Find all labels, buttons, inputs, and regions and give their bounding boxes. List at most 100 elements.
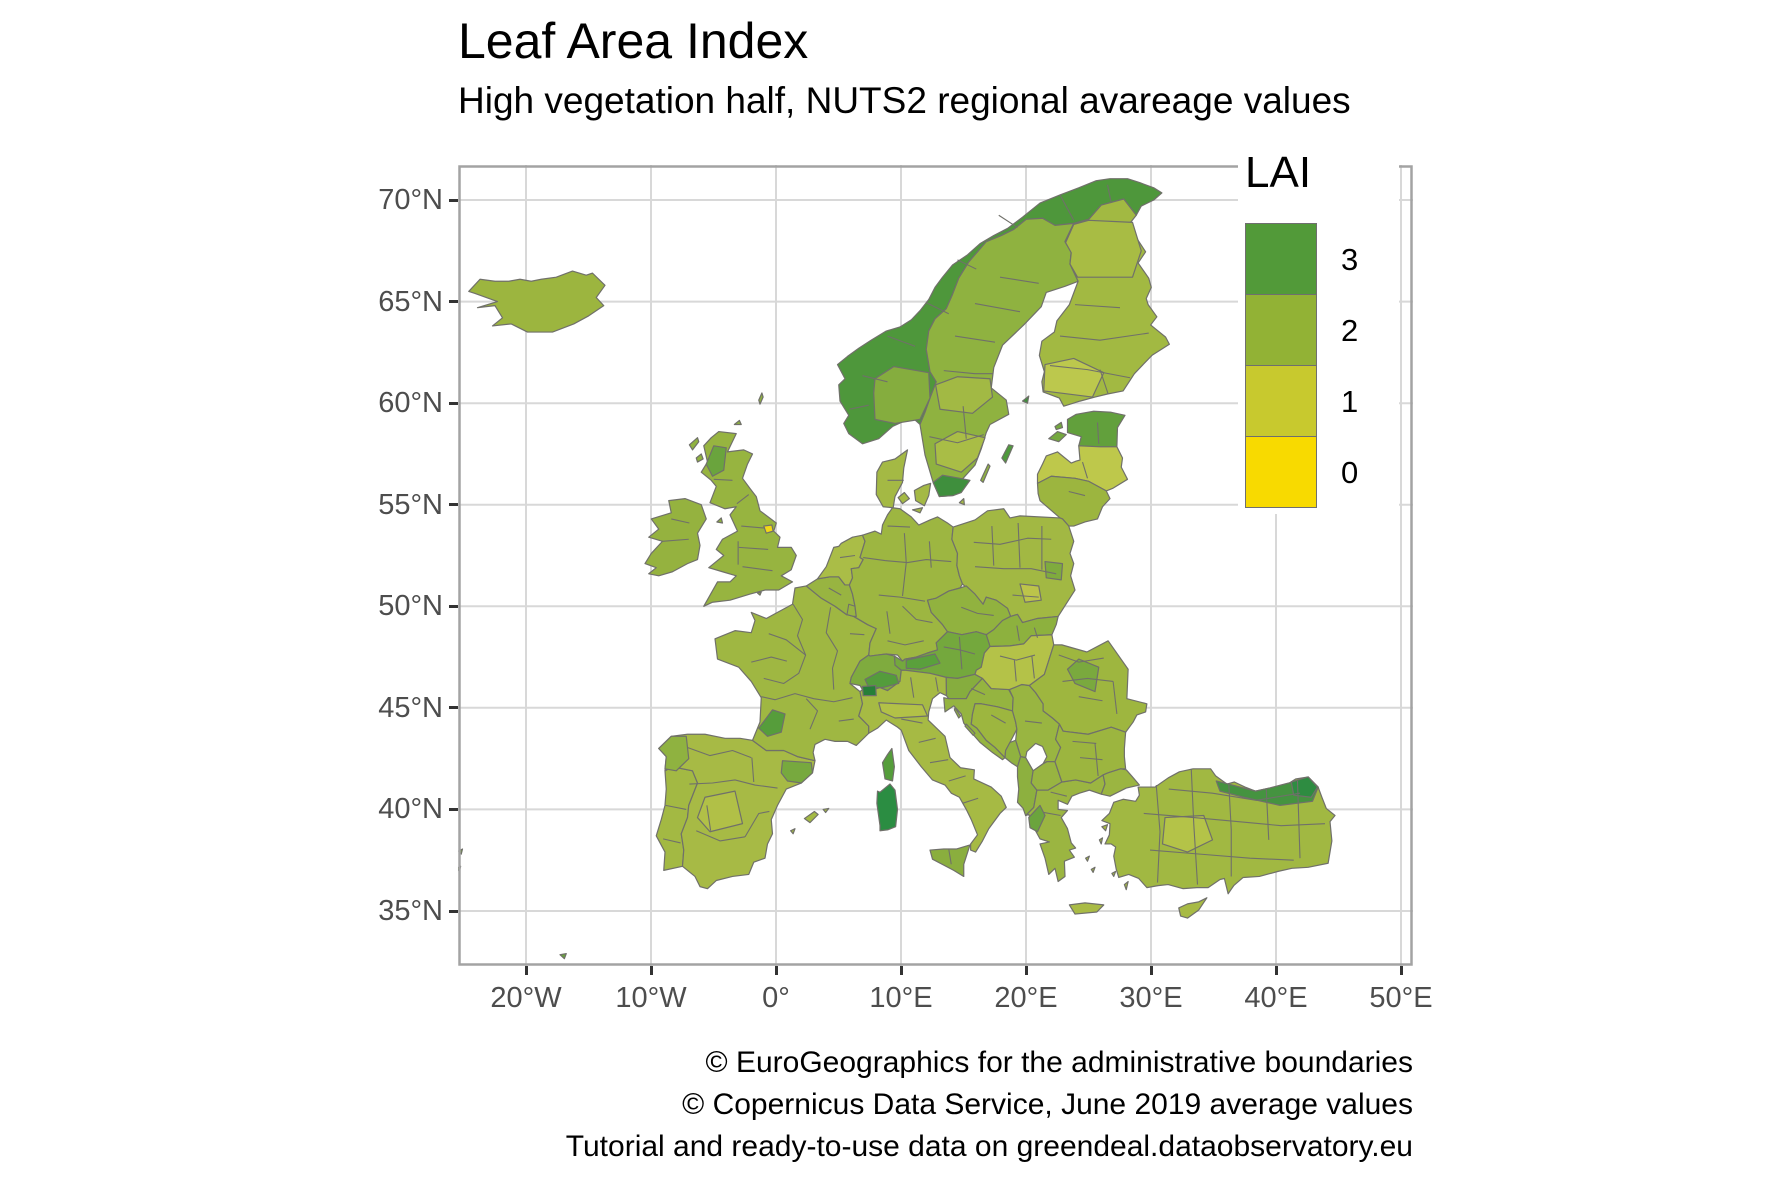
legend-swatch-2 [1245, 294, 1317, 366]
legend-row-1: 1 [1245, 365, 1399, 437]
legend-label-2: 2 [1341, 312, 1359, 348]
region-chios [1099, 838, 1102, 844]
region-lithuania [1038, 476, 1111, 526]
y-label-65n: 65°N [378, 286, 443, 318]
region-menorca [823, 808, 829, 812]
region-turkey-thrace [1101, 769, 1139, 796]
region-iceland [469, 271, 605, 332]
region-isle-of-wight [758, 592, 762, 595]
legend-label-3: 3 [1341, 241, 1359, 277]
x-label-20w: 20°W [490, 982, 562, 1014]
region-skye [696, 454, 703, 462]
patch-epirus [1029, 805, 1045, 831]
y-tick-70n [449, 199, 458, 202]
region-great-britain [701, 432, 796, 607]
region-sicily [930, 845, 970, 876]
x-tick-0 [775, 966, 778, 975]
y-label-50n: 50°N [378, 590, 443, 622]
patch-landes-dark [759, 710, 785, 736]
region-isle-of-man [717, 518, 723, 523]
region-montenegro [1005, 740, 1021, 766]
x-tick-30e [1150, 966, 1153, 975]
region-aland [1023, 396, 1029, 403]
y-label-55n: 55°N [378, 489, 443, 521]
region-cyprus [1179, 898, 1207, 918]
patch-tyrol [906, 654, 940, 669]
patch-finland-lapland [1066, 220, 1142, 277]
legend-swatch-3 [1245, 223, 1317, 295]
legend-row-3: 3 [1245, 223, 1399, 295]
panel-border [458, 165, 1413, 966]
region-hiiumaa [1055, 422, 1063, 429]
region-sardinia [877, 784, 898, 831]
legend-swatch-1 [1245, 365, 1317, 437]
patch-aosta-dark [863, 686, 877, 696]
caption: © EuroGeographics for the administrative… [313, 1042, 1413, 1168]
legend: LAI 3 2 1 0 [1238, 146, 1399, 514]
patch-norway-southeast [874, 367, 930, 424]
nuts2-internal-boundaries [663, 185, 1326, 885]
y-label-40n: 40°N [378, 793, 443, 825]
legend-label-0: 0 [1341, 454, 1359, 490]
patch-yorkshire-yellow [764, 525, 773, 533]
region-ireland [645, 499, 706, 576]
page-title: Leaf Area Index [458, 13, 809, 69]
region-lewis [689, 438, 698, 450]
region-corsica [883, 748, 895, 781]
x-label-20e: 20°E [994, 982, 1058, 1014]
y-label-70n: 70°N [378, 184, 443, 216]
patch-poland-green [1045, 562, 1063, 580]
x-label-40e: 40°E [1244, 982, 1308, 1014]
patch-po-valley [879, 703, 928, 718]
region-denmark-lolland [913, 508, 923, 513]
legend-label-1: 1 [1341, 383, 1359, 419]
y-tick-40n [449, 808, 458, 811]
legend-swatch-0 [1245, 436, 1317, 508]
patch-sweden-mid [936, 377, 993, 414]
patch-sweden-skane [933, 475, 970, 496]
region-gotland [1002, 445, 1013, 463]
region-croatia-island-2 [965, 724, 975, 735]
legend-row-0: 0 [1245, 436, 1399, 508]
region-lesbos [1102, 825, 1108, 831]
region-shetland [759, 393, 763, 404]
patch-turkey-central [1163, 816, 1213, 853]
y-label-35n: 35°N [378, 895, 443, 927]
patch-finland-southwest [1044, 358, 1104, 397]
x-tick-20w [525, 966, 528, 975]
x-label-10w: 10°W [615, 982, 687, 1014]
x-label-10e: 10°E [869, 982, 933, 1014]
region-denmark-funen [898, 493, 909, 504]
y-tick-65n [449, 300, 458, 303]
patch-sweden-south [935, 432, 985, 473]
caption-line-1: © EuroGeographics for the administrative… [705, 1046, 1413, 1079]
y-tick-55n [449, 503, 458, 506]
x-tick-40e [1275, 966, 1278, 975]
region-crete [1069, 903, 1103, 914]
caption-line-3: Tutorial and ready-to-use data on greend… [565, 1130, 1413, 1163]
region-croatia-island-1 [954, 708, 960, 718]
region-orkney [734, 420, 741, 424]
region-ibiza [791, 829, 795, 834]
legend-row-2: 2 [1245, 294, 1399, 366]
caption-line-2: © Copernicus Data Service, June 2019 ave… [682, 1088, 1413, 1121]
region-oland [981, 464, 990, 482]
x-label-50e: 50°E [1369, 982, 1433, 1014]
x-tick-20e [1025, 966, 1028, 975]
x-label-0: 0° [762, 982, 790, 1014]
y-label-60n: 60°N [378, 387, 443, 419]
y-tick-60n [449, 402, 458, 405]
y-label-45n: 45°N [378, 692, 443, 724]
region-denmark-zealand [914, 483, 930, 505]
patch-galicia [659, 736, 689, 771]
x-label-30e: 30°E [1119, 982, 1183, 1014]
x-tick-10e [900, 966, 903, 975]
map-regions [458, 179, 1335, 959]
x-tick-10w [650, 966, 653, 975]
y-tick-45n [449, 706, 458, 709]
region-saaremaa [1049, 432, 1067, 442]
y-tick-50n [449, 605, 458, 608]
patch-catalonia [781, 761, 812, 783]
region-cyclades-2 [1086, 856, 1090, 861]
